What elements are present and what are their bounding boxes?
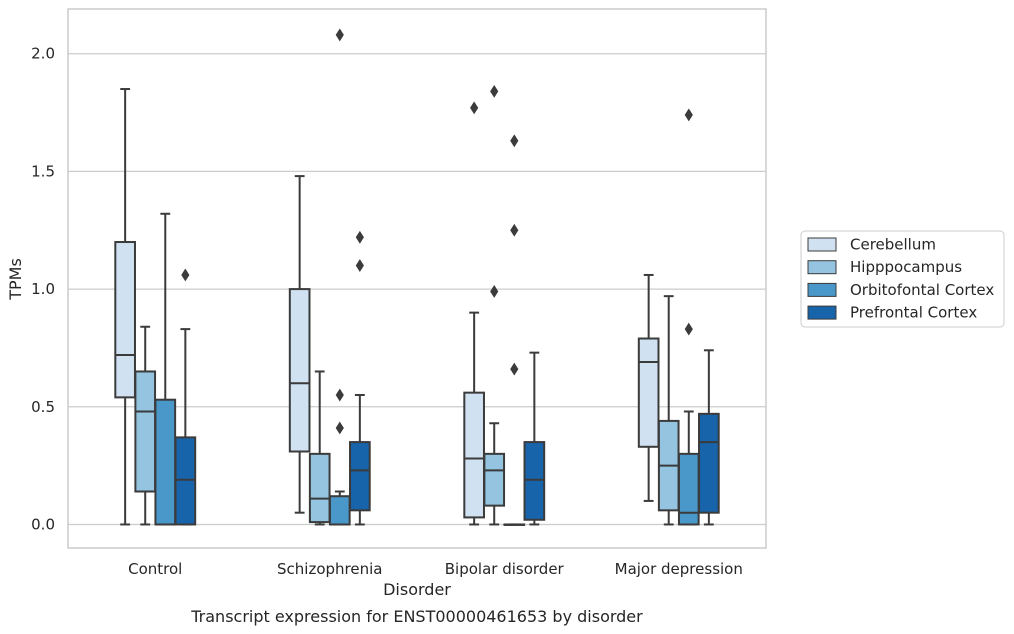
legend-label: Prefrontal Cortex [850, 304, 977, 322]
outlier-point [355, 230, 364, 244]
box-0-3 [174, 268, 197, 526]
box-0-1 [134, 325, 157, 526]
y-tick-label: 0.5 [31, 398, 55, 416]
box-iqr [463, 391, 485, 519]
outlier-point [490, 84, 499, 98]
box-iqr [677, 452, 700, 526]
y-tick-label: 1.0 [31, 280, 55, 298]
outlier-point [510, 223, 519, 237]
x-tick-label: Schizophrenia [277, 560, 382, 578]
box-2-3 [523, 351, 546, 526]
box-iqr [698, 412, 720, 514]
outlier-point [335, 421, 344, 435]
box-iqr [174, 436, 197, 526]
legend-label: Hipppocampus [850, 258, 962, 276]
plot-frame [67, 8, 767, 549]
x-axis-label: Disorder [383, 580, 451, 599]
box-1-3 [349, 230, 371, 526]
outlier-point [510, 362, 519, 376]
box-3-1 [657, 295, 680, 526]
box-1-0 [288, 175, 311, 514]
box-0-0 [114, 88, 136, 526]
outlier-point [355, 259, 364, 272]
box-iqr [349, 441, 371, 512]
outlier-point [335, 388, 344, 402]
x-tick-label: Control [128, 560, 182, 578]
plot-area [114, 28, 720, 526]
legend-label: Orbitofontal Cortex [850, 281, 994, 299]
legend-swatch [807, 282, 837, 297]
y-tick-label: 2.0 [31, 45, 55, 63]
outlier-point [684, 108, 693, 122]
box-1-2 [328, 28, 351, 526]
legend-frame [800, 230, 1005, 328]
legend-swatch [807, 260, 837, 275]
y-axis-label: TPMs [6, 258, 25, 301]
outlier-point [335, 28, 344, 42]
outlier-point [470, 101, 479, 115]
box-0-2 [154, 212, 177, 526]
box-iqr [328, 495, 351, 526]
x-axis-ticks: Control Schizophrenia Bipolar disorder Majo… [128, 560, 743, 578]
chart-caption: Transcript expression for ENST0000046165… [190, 607, 643, 626]
y-tick-label: 0.0 [31, 515, 55, 533]
box-iqr [134, 370, 157, 493]
y-tick-label: 1.5 [31, 162, 55, 180]
box-iqr [288, 288, 311, 453]
box-iqr [523, 441, 546, 521]
legend-swatch [807, 305, 837, 320]
box-iqr [637, 337, 660, 448]
box-3-3 [698, 349, 720, 526]
box-2-0 [463, 101, 485, 526]
outlier-point [181, 268, 190, 282]
box-iqr [308, 452, 331, 524]
outlier-point [510, 134, 519, 148]
outlier-point [490, 285, 499, 298]
box-3-2 [677, 108, 700, 526]
y-axis-ticks: 0.0 0.5 1.0 1.5 2.0 [31, 45, 55, 534]
box-2-1 [483, 84, 506, 526]
x-tick-label: Major depression [615, 560, 743, 578]
box-1-1 [308, 370, 331, 526]
box-iqr [114, 241, 136, 399]
x-tick-label: Bipolar disorder [445, 560, 565, 578]
outlier-point [684, 322, 693, 336]
box-3-0 [637, 273, 660, 502]
box-iqr [154, 398, 177, 526]
box-iqr [483, 452, 506, 507]
legend: Cerebellum Hipppocampus Orbitofontal Corte… [800, 230, 1005, 328]
box-2-2 [503, 134, 526, 526]
legend-label: Cerebellum [850, 236, 936, 254]
legend-swatch [807, 237, 837, 252]
